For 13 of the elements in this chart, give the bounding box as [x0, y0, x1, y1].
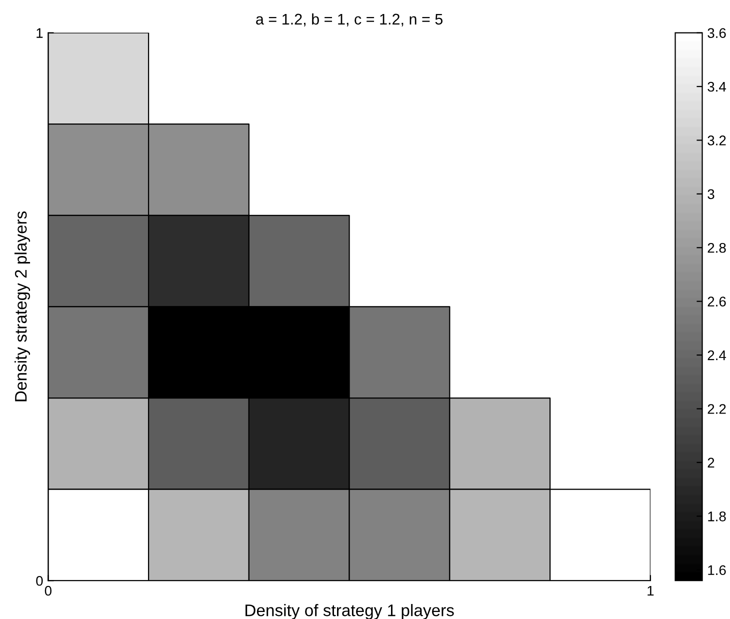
color-bar-label: 3.6 — [708, 28, 726, 38]
color-bar-label: 1.8 — [708, 512, 726, 522]
color-bar-label: 2.6 — [708, 296, 726, 307]
color-bar-label: 1.6 — [708, 565, 726, 576]
color-bar-label: 2.2 — [708, 404, 726, 414]
color-bar-label: 3.4 — [708, 82, 726, 92]
color-bar-label: 2.8 — [708, 242, 726, 253]
color-bar-label: 3.2 — [708, 136, 726, 146]
color-bar-label: 3 — [708, 189, 714, 200]
color-bar-label: 2 — [708, 458, 714, 468]
color-bar-label: 2.4 — [708, 350, 726, 360]
y-axis-title: Density strategy 2 players — [14, 211, 30, 402]
chart-title: a = 1.2, b = 1, c = 1.2, n = 5 — [256, 13, 443, 26]
